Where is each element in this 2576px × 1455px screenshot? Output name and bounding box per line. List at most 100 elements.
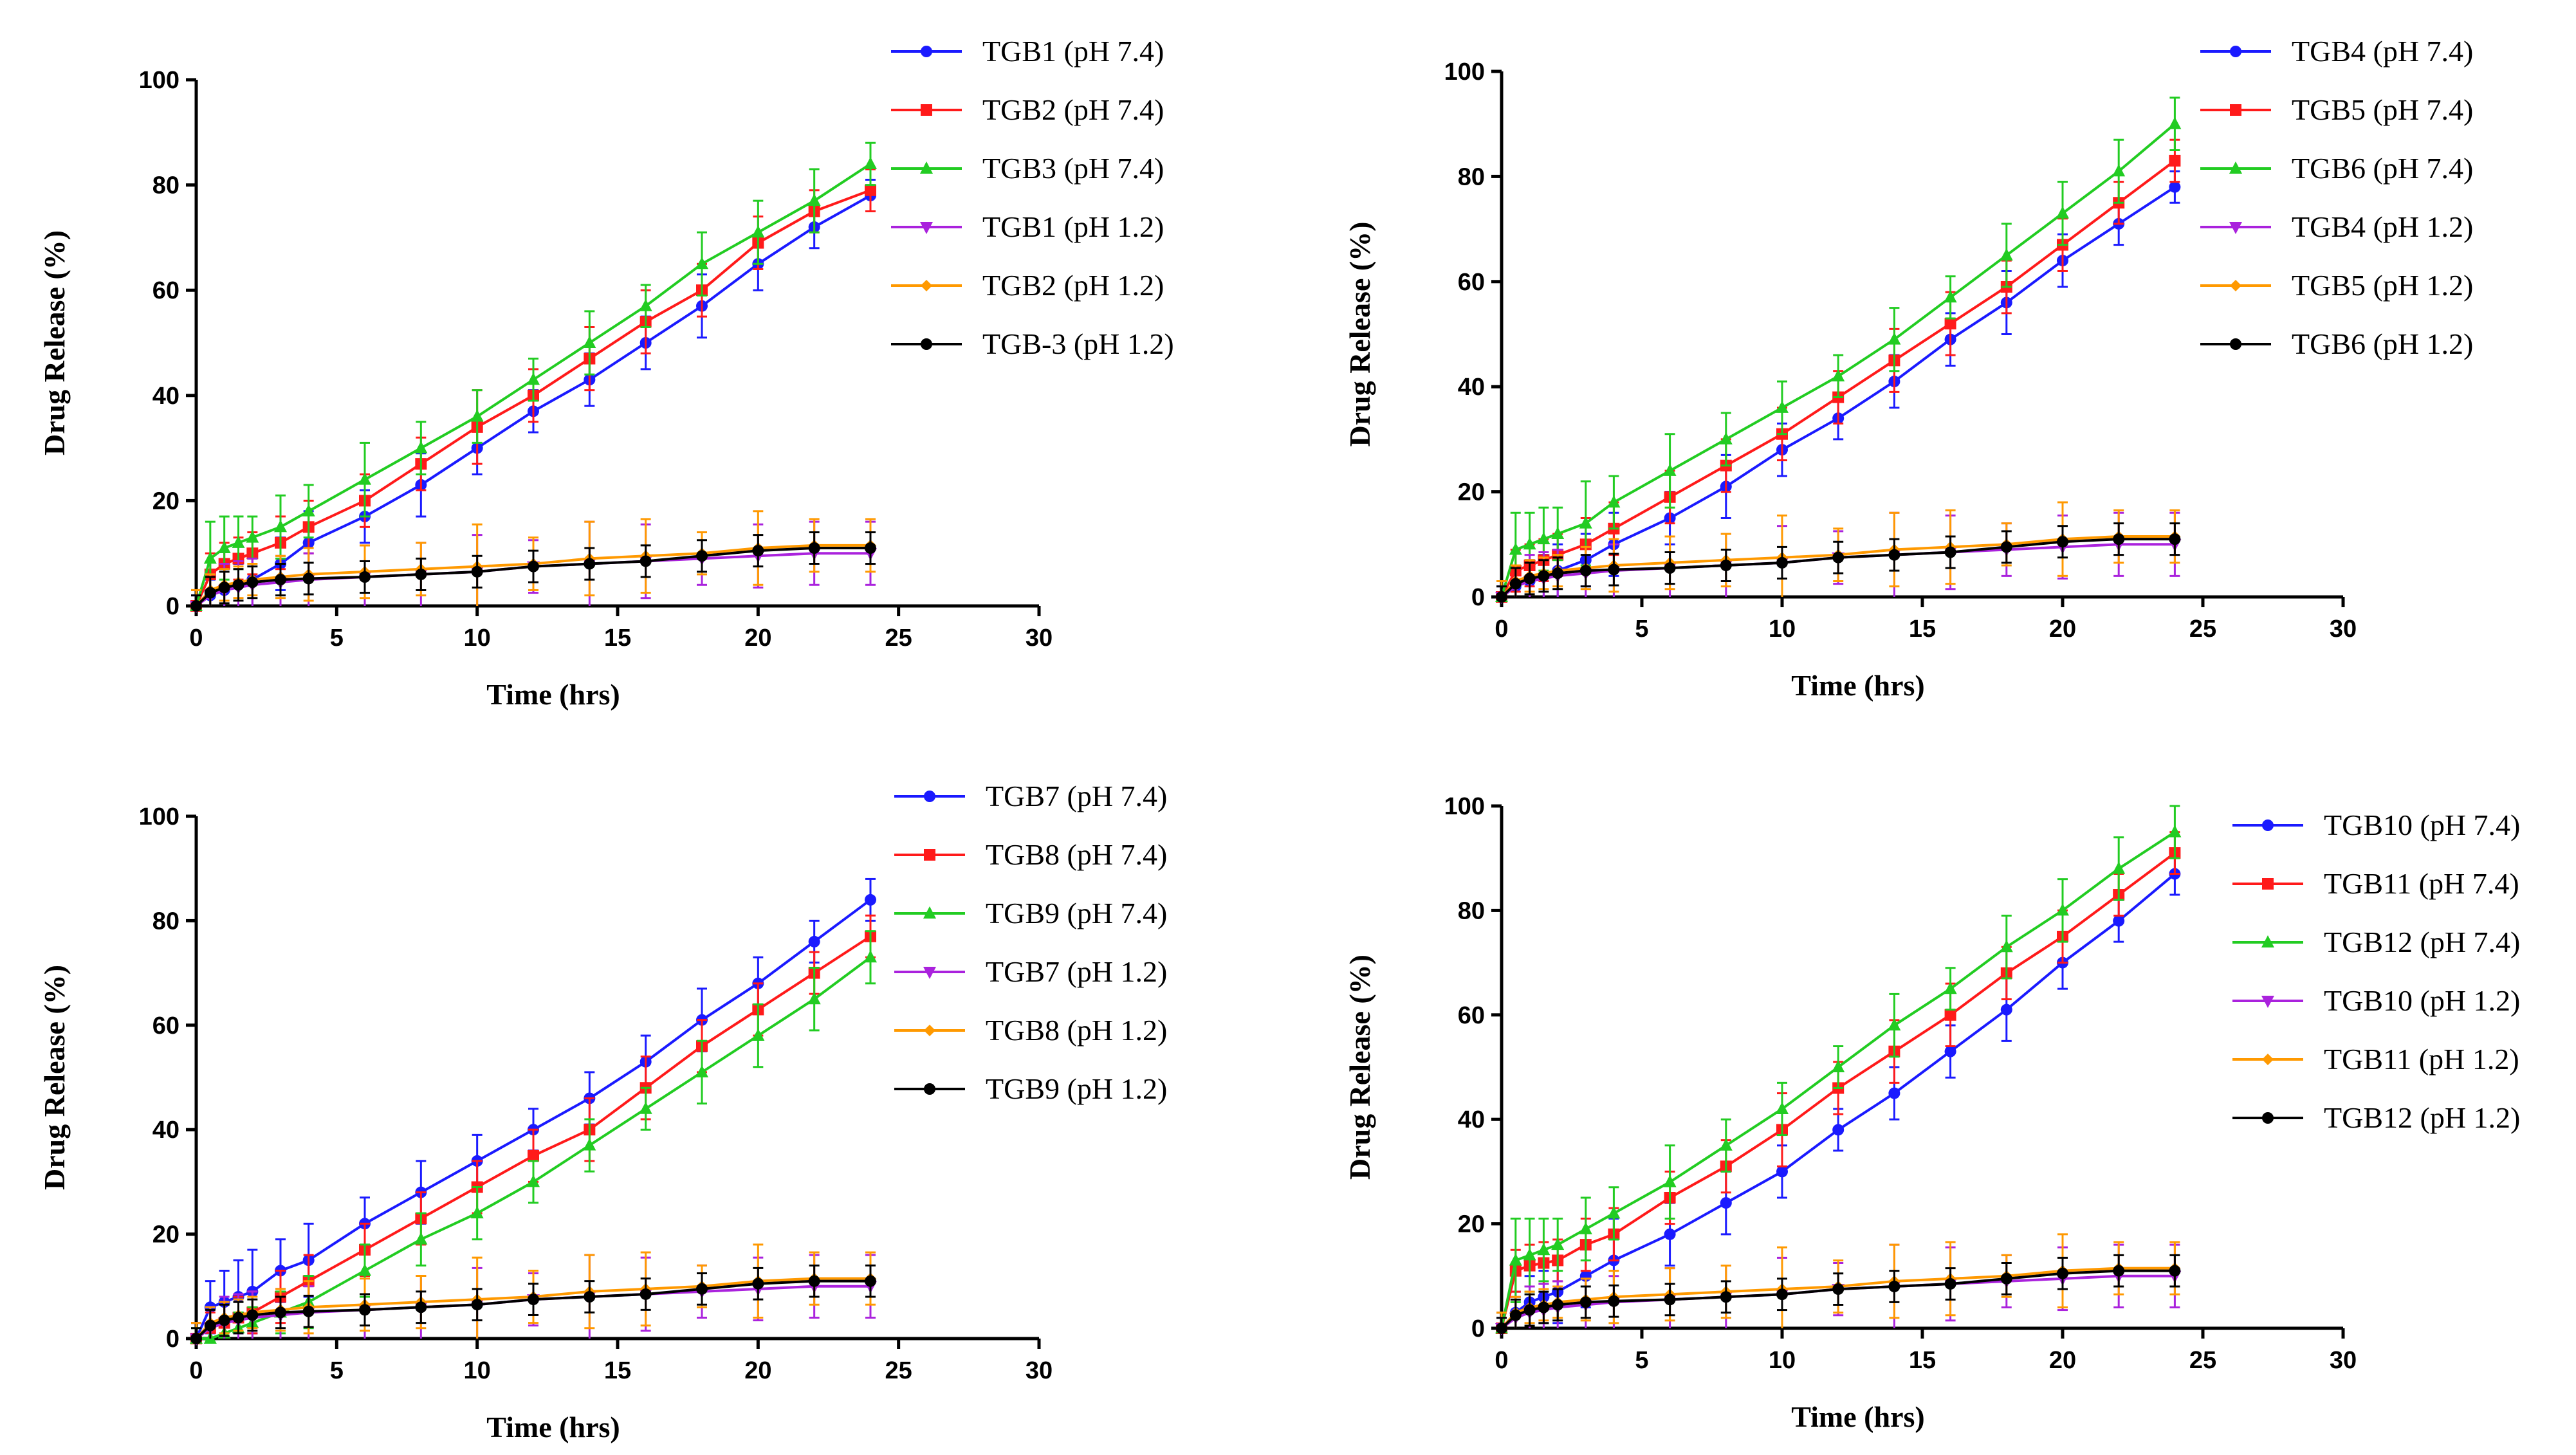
x-tick-label: 30 (2330, 1347, 2357, 1374)
x-tick-label: 25 (885, 1357, 912, 1384)
data-point (584, 558, 596, 570)
x-tick-label: 5 (330, 625, 344, 652)
legend-label: TGB10 (pH 1.2) (2324, 984, 2520, 1017)
legend-entry: TGB12 (pH 1.2) (2232, 1101, 2520, 1134)
data-point (1720, 1291, 1732, 1303)
y-tick-label: 60 (152, 1012, 179, 1039)
x-tick-label: 30 (2330, 616, 2357, 643)
data-point (1551, 1238, 1565, 1250)
series-tgb9-ph-1-2- (190, 1264, 876, 1344)
data-point (1720, 559, 1732, 571)
data-point (302, 572, 315, 585)
legend-entry: TGB4 (pH 7.4) (2200, 35, 2473, 68)
data-point (246, 576, 259, 589)
chart-panel-3: 0 5 10 15 20 25 30 0 20 40 60 80 100 Time (hrs) Drug R… (38, 780, 1167, 1443)
data-point (1832, 1060, 1845, 1072)
legend-label: TGB-3 (pH 1.2) (982, 327, 1174, 360)
x-tick-label: 30 (1026, 625, 1053, 652)
legend-entry: TGB10 (pH 1.2) (2232, 984, 2520, 1017)
x-tick-label: 0 (189, 625, 203, 652)
y-tick-label: 40 (1458, 1106, 1485, 1133)
data-point (1832, 551, 1845, 563)
data-point (2000, 248, 2013, 261)
data-point (2000, 940, 2013, 953)
legend-label: TGB11 (pH 1.2) (2324, 1043, 2519, 1075)
legend-marker (924, 791, 935, 802)
legend-marker (2261, 935, 2274, 947)
legend-marker (2230, 104, 2241, 116)
legend-marker (921, 338, 932, 350)
data-point (1523, 1304, 1536, 1316)
data-point (864, 156, 877, 169)
data-point (865, 184, 876, 196)
legend-marker (920, 222, 933, 234)
data-point (2000, 1003, 2012, 1016)
data-point (2057, 1267, 2068, 1279)
data-point (302, 1305, 315, 1317)
x-tick-label: 10 (1769, 616, 1796, 643)
data-point (696, 550, 708, 562)
data-point (527, 372, 540, 385)
data-point (2169, 533, 2181, 545)
data-point (865, 893, 876, 906)
series-tgb-3-ph-1-2- (190, 531, 876, 612)
data-point (1664, 1228, 1676, 1240)
x-tick-label: 15 (604, 625, 631, 652)
legend-marker (921, 280, 932, 291)
data-point (2113, 533, 2125, 545)
legend-marker (2230, 46, 2241, 57)
data-point (639, 1288, 652, 1300)
legend-entry: TGB4 (pH 1.2) (2200, 210, 2473, 243)
data-point (415, 1301, 427, 1313)
data-point (1552, 1299, 1564, 1311)
legend-label: TGB4 (pH 1.2) (2292, 210, 2473, 243)
legend-label: TGB12 (pH 1.2) (2324, 1101, 2520, 1134)
data-point (1509, 542, 1522, 555)
data-point (1538, 1301, 1550, 1313)
legend-marker (920, 161, 933, 174)
data-point (203, 551, 217, 564)
y-tick-label: 100 (1444, 793, 1485, 820)
legend-entry: TGB9 (pH 7.4) (894, 897, 1167, 929)
y-tick-label: 0 (166, 1326, 179, 1353)
data-point (1664, 562, 1676, 574)
chart-panel-1: 0 5 10 15 20 25 30 0 20 40 60 80 100 Time (hrs) Drug R… (38, 35, 1174, 711)
data-point (470, 1206, 484, 1219)
legend-entry: TGB-3 (pH 1.2) (891, 327, 1174, 360)
data-point (2169, 154, 2181, 167)
legend-marker (921, 46, 932, 57)
series-tgb12-ph-7-4- (1495, 805, 2182, 1333)
legend-label: TGB9 (pH 1.2) (986, 1072, 1167, 1105)
y-tick-label: 20 (152, 1222, 179, 1249)
x-tick-label: 25 (885, 625, 912, 652)
data-point (471, 1299, 483, 1311)
data-point (1509, 578, 1522, 590)
y-tick-label: 0 (1471, 584, 1485, 611)
y-axis-title: Drug Release (%) (1343, 221, 1376, 446)
data-point (1551, 526, 1565, 539)
data-point (275, 574, 286, 586)
data-point (218, 1314, 230, 1326)
data-point (470, 409, 484, 422)
data-point (2113, 1265, 2125, 1277)
data-point (1888, 1281, 1900, 1293)
data-point (359, 1304, 371, 1316)
legend-marker (2262, 1054, 2274, 1065)
x-axis-title: Time (hrs) (486, 1411, 620, 1443)
x-tick-label: 0 (1495, 616, 1508, 643)
legend-marker (924, 1025, 935, 1036)
data-point (864, 950, 877, 963)
data-point (414, 1232, 428, 1245)
legend-entry: TGB6 (pH 7.4) (2200, 152, 2473, 185)
data-point (1523, 537, 1536, 550)
y-tick-label: 20 (1458, 1211, 1485, 1238)
y-tick-label: 80 (1458, 897, 1485, 924)
y-tick-label: 20 (152, 488, 179, 515)
legend-marker (2229, 222, 2242, 234)
data-point (1944, 982, 1957, 994)
legend-entry: TGB7 (pH 7.4) (894, 780, 1167, 812)
data-point (1663, 463, 1677, 476)
data-point (358, 472, 371, 485)
y-tick-label: 40 (152, 383, 179, 410)
